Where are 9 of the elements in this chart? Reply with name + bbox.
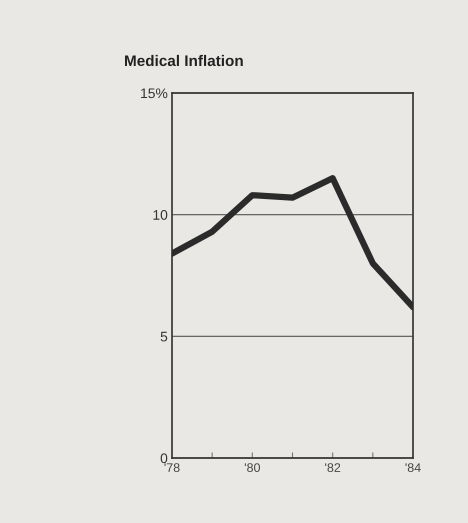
x-tick-label: '82 <box>325 463 340 472</box>
x-tick-label: '84 <box>405 463 421 472</box>
y-tick-label: 0 <box>160 453 168 464</box>
y-tick-label: 5 <box>160 332 168 342</box>
chart-title: Medical Inflation <box>125 54 243 66</box>
y-tick-label: 10 <box>153 210 168 220</box>
y-tick-label: 15% <box>141 88 168 98</box>
x-tick-label: '80 <box>244 463 260 472</box>
x-tick-label: '78 <box>164 463 180 472</box>
